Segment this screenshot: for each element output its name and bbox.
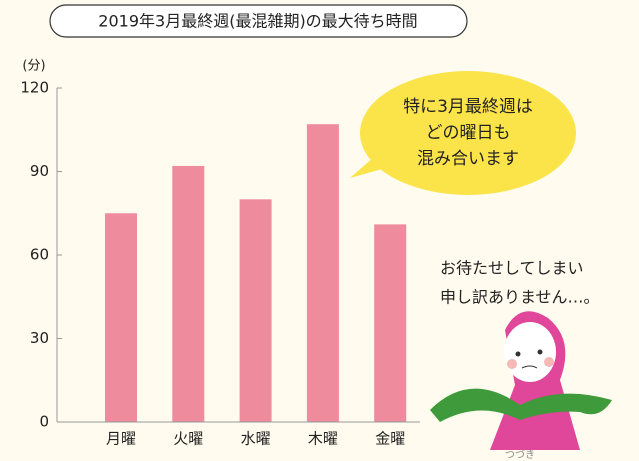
speech-bubble: 特に3月最終週は どの曜日も 混み合います bbox=[350, 71, 576, 195]
bar bbox=[307, 124, 339, 422]
bar bbox=[240, 199, 272, 422]
apology-text: お待たせしてしまい bbox=[440, 259, 584, 278]
x-tick-label: 水曜 bbox=[241, 430, 271, 448]
character-name: つづき bbox=[505, 449, 535, 461]
bubble-text: 特に3月最終週は bbox=[403, 97, 533, 117]
y-tick-label: 90 bbox=[30, 162, 49, 180]
y-tick-label: 0 bbox=[39, 413, 49, 431]
bar bbox=[374, 224, 406, 422]
x-tick-label: 月曜 bbox=[106, 430, 136, 448]
y-tick-label: 60 bbox=[30, 246, 49, 264]
bubble-text: どの曜日も bbox=[426, 123, 511, 143]
chart: 2019年3月最終週(最混雑期)の最大待ち時間 (分) 特に3月最終週は どの曜… bbox=[0, 0, 639, 461]
x-tick-label: 金曜 bbox=[375, 430, 405, 448]
x-tick-label: 火曜 bbox=[173, 430, 203, 448]
bubble-text: 混み合います bbox=[417, 149, 519, 169]
y-tick-label: 30 bbox=[30, 329, 49, 347]
character: つづき bbox=[430, 311, 612, 461]
apology-text: 申し訳ありません…。 bbox=[440, 288, 600, 307]
bar bbox=[172, 166, 204, 422]
x-tick-label: 木曜 bbox=[308, 430, 338, 448]
y-tick-label: 120 bbox=[20, 79, 49, 97]
bar bbox=[105, 213, 137, 422]
y-axis-label: (分) bbox=[22, 59, 45, 74]
chart-title: 2019年3月最終週(最混雑期)の最大待ち時間 bbox=[98, 12, 417, 31]
